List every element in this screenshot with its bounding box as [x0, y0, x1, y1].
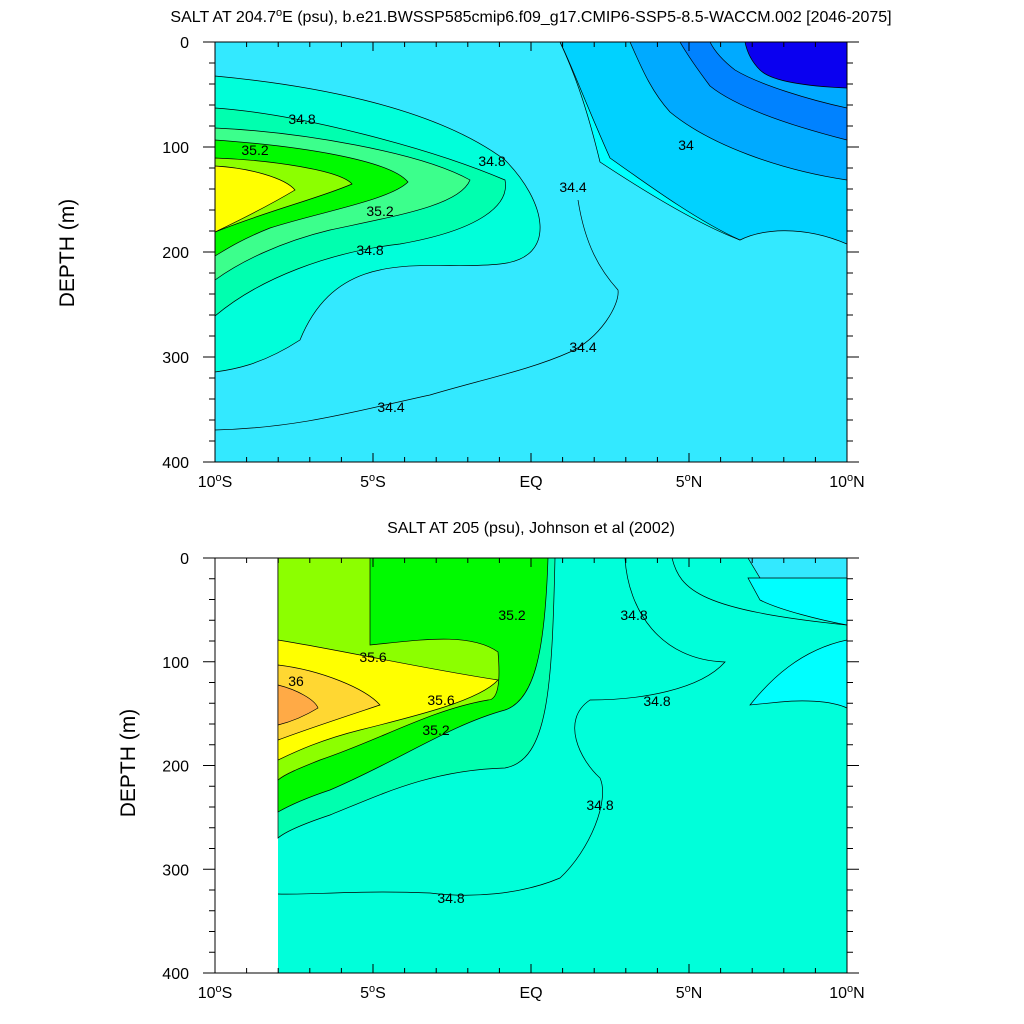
top-clabel-7: 34 [678, 137, 694, 153]
top-clabel-4: 35.2 [366, 203, 393, 219]
top-fill-max [215, 165, 296, 233]
bottom-y-tick-label: 300 [162, 862, 189, 879]
bottom-x-tick-label: EQ [519, 985, 542, 1002]
bottom-contour-labels: 35.6 36 35.6 35.2 35.2 34.8 34.8 34.8 34… [288, 607, 671, 906]
top-x-tick-label: 10oS [198, 472, 233, 491]
top-x-tick-label: 5oS [360, 472, 386, 491]
bottom-x-tick-label: 10oS [198, 983, 233, 1002]
bottom-fill-36.4-36.8 [277, 639, 499, 761]
top-y-axis-label: DEPTH (m) [56, 199, 79, 308]
bottom-y-axis-label: DEPTH (m) [117, 709, 140, 818]
top-clabel-5: 34.8 [478, 153, 505, 169]
top-contour-labels: 34.8 35.2 34.8 35.2 34.8 34.4 34 34.4 34… [241, 111, 694, 415]
top-clabel-9: 34.4 [377, 399, 404, 415]
bottom-clabel-8: 34.8 [586, 797, 613, 813]
top-plot-area [215, 42, 847, 462]
top-clabel-2: 35.2 [241, 142, 268, 158]
top-clabel-8: 34.4 [569, 339, 596, 355]
bottom-contour-34.8 [277, 558, 726, 896]
bottom-y-tick-label: 200 [162, 759, 189, 776]
top-x-tick-label: 10oN [829, 472, 864, 491]
top-title: SALT AT 204.7oE (psu), b.e21.BWSSP585cmi… [170, 7, 891, 26]
bottom-y-tick-label: 100 [162, 655, 189, 672]
top-axes: 10oS 5oS EQ 5oN 10oN 0 100 200 300 400 [162, 35, 864, 491]
top-clabel-3: 34.8 [356, 242, 383, 258]
top-clabel-6: 34.4 [559, 179, 586, 195]
bottom-clabel-9: 34.8 [437, 890, 464, 906]
top-y-tick-label: 300 [162, 350, 189, 367]
bottom-clabel-2: 36 [288, 673, 304, 689]
bottom-y-tick-label: 0 [180, 551, 189, 568]
bottom-clabel-5: 35.2 [498, 607, 525, 623]
bottom-axes: 10oS 5oS EQ 5oN 10oN 0 100 200 300 400 [162, 551, 864, 1002]
bottom-clabel-1: 35.6 [359, 649, 386, 665]
bottom-x-tick-label: 5oS [360, 983, 386, 1002]
top-x-tick-label: 5oN [676, 472, 703, 491]
top-contour-34.4 [215, 199, 619, 431]
bottom-y-tick-label: 400 [162, 966, 189, 983]
bottom-x-tick-label: 10oN [829, 983, 864, 1002]
top-fill-min [744, 42, 847, 89]
bottom-clabel-7: 34.8 [643, 693, 670, 709]
top-panel: SALT AT 204.7oE (psu), b.e21.BWSSP585cmi… [56, 7, 892, 491]
top-x-tick-label: EQ [519, 474, 542, 491]
bottom-contour-34.8-b [671, 558, 847, 626]
bottom-clabel-6: 34.8 [620, 607, 647, 623]
bottom-panel: SALT AT 205 (psu), Johnson et al (2002) … [117, 520, 865, 1002]
bottom-plot-area [277, 558, 847, 973]
top-y-tick-label: 0 [180, 35, 189, 52]
bottom-fill-max [277, 684, 319, 726]
top-clabel-1: 34.8 [288, 111, 315, 127]
top-y-tick-label: 200 [162, 245, 189, 262]
bottom-clabel-3: 35.6 [427, 692, 454, 708]
top-y-tick-label: 400 [162, 455, 189, 472]
bottom-title: SALT AT 205 (psu), Johnson et al (2002) [387, 520, 675, 537]
bottom-fill-36.8-37.2 [277, 664, 381, 741]
bottom-x-tick-label: 5oN [676, 983, 703, 1002]
bottom-clabel-4: 35.2 [422, 722, 449, 738]
top-y-tick-label: 100 [162, 140, 189, 157]
